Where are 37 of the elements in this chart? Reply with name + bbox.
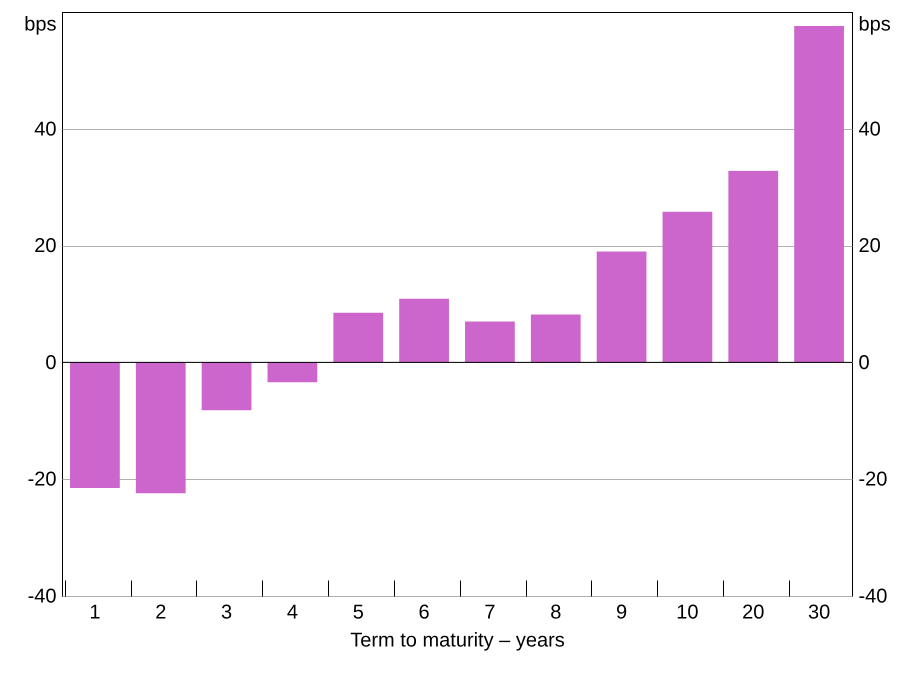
x-tick-label: 3 xyxy=(221,602,232,624)
y2-tick-label: -20 xyxy=(858,468,888,491)
bar xyxy=(202,362,252,410)
y-axis-title: bps xyxy=(24,14,56,36)
y2-tick-label: -40 xyxy=(858,586,888,608)
y-tick-label: -20 xyxy=(28,468,56,491)
bar xyxy=(596,251,646,362)
bar xyxy=(70,362,120,488)
bar xyxy=(333,312,384,362)
y2-tick-label: 0 xyxy=(858,352,870,374)
bar xyxy=(268,362,318,382)
x-tick-label: 10 xyxy=(676,602,699,624)
x-tick-label: 7 xyxy=(484,602,496,624)
x-axis-title: Term to maturity – years xyxy=(350,630,565,652)
bar xyxy=(728,170,778,362)
y-tick-label: 20 xyxy=(34,235,56,258)
y-tick-label: 40 xyxy=(34,118,56,140)
x-tick-label: 30 xyxy=(808,602,830,624)
bar xyxy=(136,362,186,494)
bar xyxy=(465,322,515,362)
y2-axis-title: bps xyxy=(858,14,891,36)
y-tick-label: -40 xyxy=(28,586,56,608)
y-tick-label: 0 xyxy=(45,352,56,374)
x-tick-label: 9 xyxy=(616,602,628,624)
y2-tick-label: 40 xyxy=(858,118,881,140)
x-tick-label: 4 xyxy=(286,602,298,624)
bar xyxy=(530,314,581,362)
x-tick-label: 8 xyxy=(550,602,562,624)
bar xyxy=(399,298,449,362)
bar xyxy=(794,26,844,362)
bar xyxy=(662,212,712,362)
y2-tick-label: 20 xyxy=(858,235,881,258)
x-tick-label: 2 xyxy=(155,602,166,624)
x-tick-label: 20 xyxy=(742,602,764,624)
x-tick-label: 6 xyxy=(418,602,430,624)
x-tick-label: 1 xyxy=(89,602,100,624)
x-tick-label: 5 xyxy=(352,602,364,624)
